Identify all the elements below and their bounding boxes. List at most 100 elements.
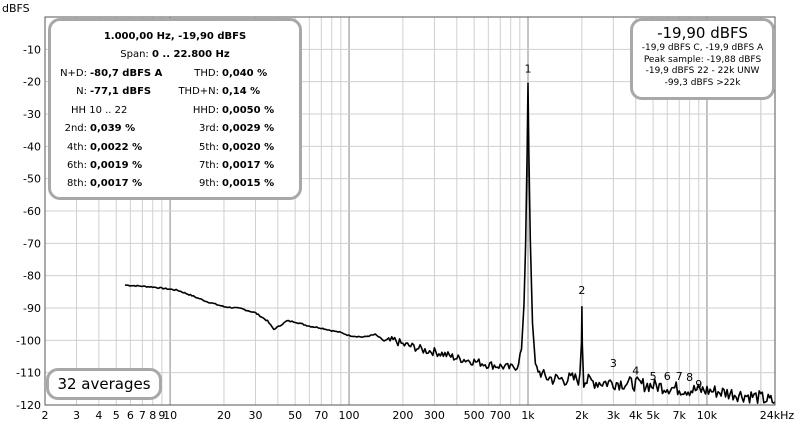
x-tick-label: 2k	[575, 409, 589, 422]
thdn-value: 0,14 %	[222, 86, 261, 98]
h3-value: 0,0029 %	[222, 123, 275, 135]
harmonic-markers: 1 2 3 4 5 6 7 89	[525, 63, 703, 392]
unweighted-readout: -19,9 dBFS 22 - 22k UNW	[645, 66, 760, 76]
stats-grid: N+D: -80,7 dBFS A THD: 0,040 % N: -77,1 dBF…	[51, 65, 299, 194]
x-tick-label: 5k	[646, 409, 660, 422]
y-tick-label: -90	[23, 302, 41, 315]
averages-badge: 32 averages	[46, 368, 162, 400]
level-main-readout: -19,90 dBFS	[657, 24, 748, 42]
x-tick-label: 50	[288, 409, 302, 422]
harmonic-label: 8	[686, 371, 693, 384]
x-axis-ticks: 2 3 4 5 6 7 8 910 20 30 50 70 100 200 300 500 700 1k 2k 3k 4…	[42, 409, 795, 422]
h8-label: 8th:	[67, 178, 87, 190]
hhd-value: 0,0050 %	[222, 104, 275, 116]
h5-label: 5th:	[199, 141, 219, 153]
x-tick-label: 7k	[673, 409, 687, 422]
above-22k-readout: -99,3 dBFS >22k	[664, 77, 741, 88]
y-tick-label: -70	[23, 237, 41, 250]
y-tick-label: -110	[16, 367, 41, 380]
stats-row: 4th: 0,0022 % 5th: 0,0020 %	[51, 139, 299, 157]
x-tick-label: 70	[314, 409, 328, 422]
hh-range-label: HH 10 .. 22	[71, 104, 128, 116]
y-tick-label: -80	[23, 270, 41, 283]
x-tick-label: 7	[139, 409, 146, 422]
y-tick-label: -10	[23, 43, 41, 56]
noise-value: -77,1 dBFS	[90, 86, 152, 98]
stats-row: 6th: 0,0019 % 7th: 0,0017 %	[51, 157, 299, 175]
peak-sample-readout: Peak sample: -19,88 dBFS	[643, 54, 762, 65]
y-tick-label: -100	[16, 334, 41, 347]
nd-label: N+D:	[60, 68, 87, 79]
span-value: 0 .. 22.800 Hz	[151, 49, 230, 60]
x-tick-label: 24kHz	[760, 409, 795, 422]
harmonic-label: 1	[525, 63, 532, 76]
x-tick-label: 10k	[697, 409, 718, 422]
x-tick-label: 2	[42, 409, 49, 422]
h8-value: 0,0017 %	[90, 178, 143, 190]
x-tick-label: 100	[339, 409, 360, 422]
x-tick-label: 8	[149, 409, 156, 422]
stats-panel: 1.000,00 Hz, -19,90 dBFS Span: 0 .. 22.8…	[48, 18, 302, 200]
harmonic-label: 3	[610, 357, 617, 370]
h4-value: 0,0022 %	[90, 141, 143, 153]
span-label: Span:	[120, 49, 149, 60]
stats-row: 8th: 0,0017 % 9th: 0,0015 %	[51, 175, 299, 193]
h2-value: 0,039 %	[90, 123, 136, 135]
x-tick-label: 300	[424, 409, 445, 422]
y-axis-label: dBFS	[2, 2, 30, 15]
y-tick-label: -120	[16, 399, 41, 412]
x-tick-label: 1k	[521, 409, 535, 422]
stats-row: N: -77,1 dBFS THD+N: 0,14 %	[51, 83, 299, 101]
y-tick-label: -40	[23, 140, 41, 153]
level-weighted-readout: -19,9 dBFS C, -19,9 dBFS A	[641, 43, 764, 53]
spectrum-curve	[124, 82, 776, 404]
x-tick-label: 200	[392, 409, 413, 422]
span-readout: Span: 0 .. 22.800 Hz	[51, 46, 299, 63]
h2-label: 2nd:	[64, 123, 87, 135]
thd-value: 0,040 %	[222, 68, 268, 79]
harmonic-label: 9	[695, 378, 702, 391]
y-tick-label: -60	[23, 205, 41, 218]
x-tick-label: 10	[163, 409, 177, 422]
h3-label: 3rd:	[198, 123, 219, 135]
stats-row: HH 10 .. 22 HHD: 0,0050 %	[51, 102, 299, 120]
x-tick-label: 500	[464, 409, 485, 422]
harmonic-label: 4	[632, 364, 639, 377]
h6-label: 6th:	[67, 159, 87, 171]
x-tick-label: 30	[248, 409, 262, 422]
h5-value: 0,0020 %	[222, 141, 275, 153]
stats-row: N+D: -80,7 dBFS A THD: 0,040 %	[51, 65, 299, 83]
stats-row: 2nd: 0,039 % 3rd: 0,0029 %	[51, 120, 299, 138]
x-tick-label: 6	[127, 409, 134, 422]
x-tick-label: 3k	[607, 409, 621, 422]
x-tick-label: 9	[158, 409, 165, 422]
x-tick-label: 700	[490, 409, 511, 422]
x-tick-label: 5	[113, 409, 120, 422]
harmonic-label: 7	[676, 370, 683, 383]
x-tick-label: 20	[217, 409, 231, 422]
plot-frame	[44, 16, 776, 406]
h6-value: 0,0019 %	[90, 159, 143, 171]
x-tick-label: 4k	[629, 409, 643, 422]
h4-label: 4th:	[67, 141, 87, 153]
thdn-label: THD+N:	[178, 86, 219, 98]
hhd-label: HHD:	[192, 104, 219, 116]
harmonic-label: 6	[664, 370, 671, 383]
noise-label: N:	[76, 86, 87, 98]
y-tick-label: -50	[23, 173, 41, 186]
h9-value: 0,0015 %	[222, 178, 275, 190]
fundamental-readout: 1.000,00 Hz, -19,90 dBFS	[103, 31, 247, 42]
h7-label: 7th:	[199, 159, 219, 171]
thd-label: THD:	[194, 68, 219, 79]
nd-value: -80,7 dBFS A	[90, 68, 163, 79]
level-panel: -19,90 dBFS -19,9 dBFS C, -19,9 dBFS A P…	[630, 18, 775, 100]
x-tick-label: 4	[95, 409, 102, 422]
y-tick-label: -20	[23, 76, 41, 89]
h7-value: 0,0017 %	[222, 159, 275, 171]
x-tick-label: 3	[73, 409, 80, 422]
harmonic-label: 2	[578, 284, 585, 297]
y-axis-ticks: -10 -20 -30 -40 -50 -60 -70 -80 -90 -100 -110 -120	[16, 43, 41, 412]
y-tick-label: -30	[23, 108, 41, 121]
h9-label: 9th:	[199, 178, 219, 190]
harmonic-label: 5	[650, 370, 657, 383]
